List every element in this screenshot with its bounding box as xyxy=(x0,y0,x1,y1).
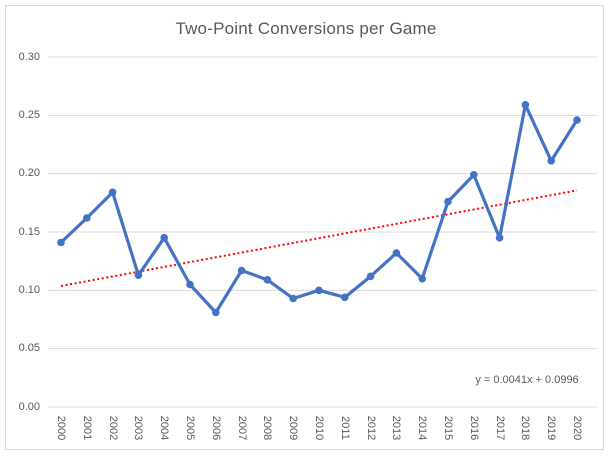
x-axis-tick-label: 2020 xyxy=(571,415,583,441)
x-axis-tick-label: 2000 xyxy=(55,415,67,441)
data-point-marker xyxy=(263,276,272,284)
data-point-marker xyxy=(134,271,143,279)
data-point-marker xyxy=(418,274,427,283)
x-axis-tick-label: 2019 xyxy=(545,415,558,441)
x-axis-tick-label: 2018 xyxy=(519,415,532,441)
x-axis-tick-label: 2009 xyxy=(287,415,300,441)
data-point-marker xyxy=(57,238,65,247)
data-point-marker xyxy=(108,188,117,197)
y-axis-tick-label: 0.25 xyxy=(18,108,40,121)
data-point-marker xyxy=(315,286,323,295)
x-axis-tick-label: 2012 xyxy=(364,415,377,441)
x-axis-tick-label: 2007 xyxy=(235,415,248,441)
chart-title: Two-Point Conversions per Game xyxy=(175,19,437,38)
x-axis-tick-label: 2003 xyxy=(132,415,145,441)
y-axis-tick-label: 0.10 xyxy=(18,283,40,296)
data-point-marker xyxy=(366,272,375,281)
x-axis-tick-label: 2016 xyxy=(467,415,480,441)
y-axis-tick-label: 0.30 xyxy=(18,50,40,63)
data-point-marker xyxy=(573,116,581,124)
x-axis-tick-label: 2002 xyxy=(106,415,119,441)
data-point-marker xyxy=(521,101,530,109)
chart-area xyxy=(5,5,604,450)
plot-area xyxy=(48,56,597,408)
x-axis-tick-label: 2013 xyxy=(390,415,403,441)
x-axis-tick-label: 2015 xyxy=(442,415,454,441)
data-point-marker xyxy=(470,171,478,179)
x-axis-tick-label: 2014 xyxy=(416,415,429,441)
data-point-marker xyxy=(83,214,91,222)
trendline xyxy=(60,189,578,287)
y-axis-tick-label: 0.15 xyxy=(18,225,40,238)
y-axis-tick-label: 0.00 xyxy=(18,400,40,413)
data-point-marker xyxy=(212,308,220,317)
data-point-marker xyxy=(237,266,246,275)
x-axis-tick-label: 2010 xyxy=(313,415,325,441)
data-series-line xyxy=(59,103,579,315)
x-axis-tick-label: 2005 xyxy=(184,415,196,441)
data-point-marker xyxy=(186,280,194,289)
data-point-marker xyxy=(547,157,555,165)
data-point-marker xyxy=(289,294,298,303)
y-axis-tick-label: 0.20 xyxy=(18,167,40,180)
trendline-equation-label: y = 0.0041x + 0.0996 xyxy=(475,374,579,386)
x-axis-tick-label: 2001 xyxy=(80,415,93,441)
data-point-marker xyxy=(341,293,349,302)
x-axis-tick-label: 2004 xyxy=(158,415,171,441)
data-point-marker xyxy=(160,234,168,242)
x-axis-tick-label: 2017 xyxy=(493,415,506,441)
data-point-marker xyxy=(444,197,452,206)
data-point-marker xyxy=(495,234,504,242)
y-axis-tick-label: 0.05 xyxy=(18,342,40,355)
x-axis-tick-label: 2008 xyxy=(261,415,274,441)
x-axis-tick-label: 2011 xyxy=(338,416,351,440)
data-point-marker xyxy=(392,249,401,257)
x-axis-tick-label: 2006 xyxy=(209,415,222,441)
